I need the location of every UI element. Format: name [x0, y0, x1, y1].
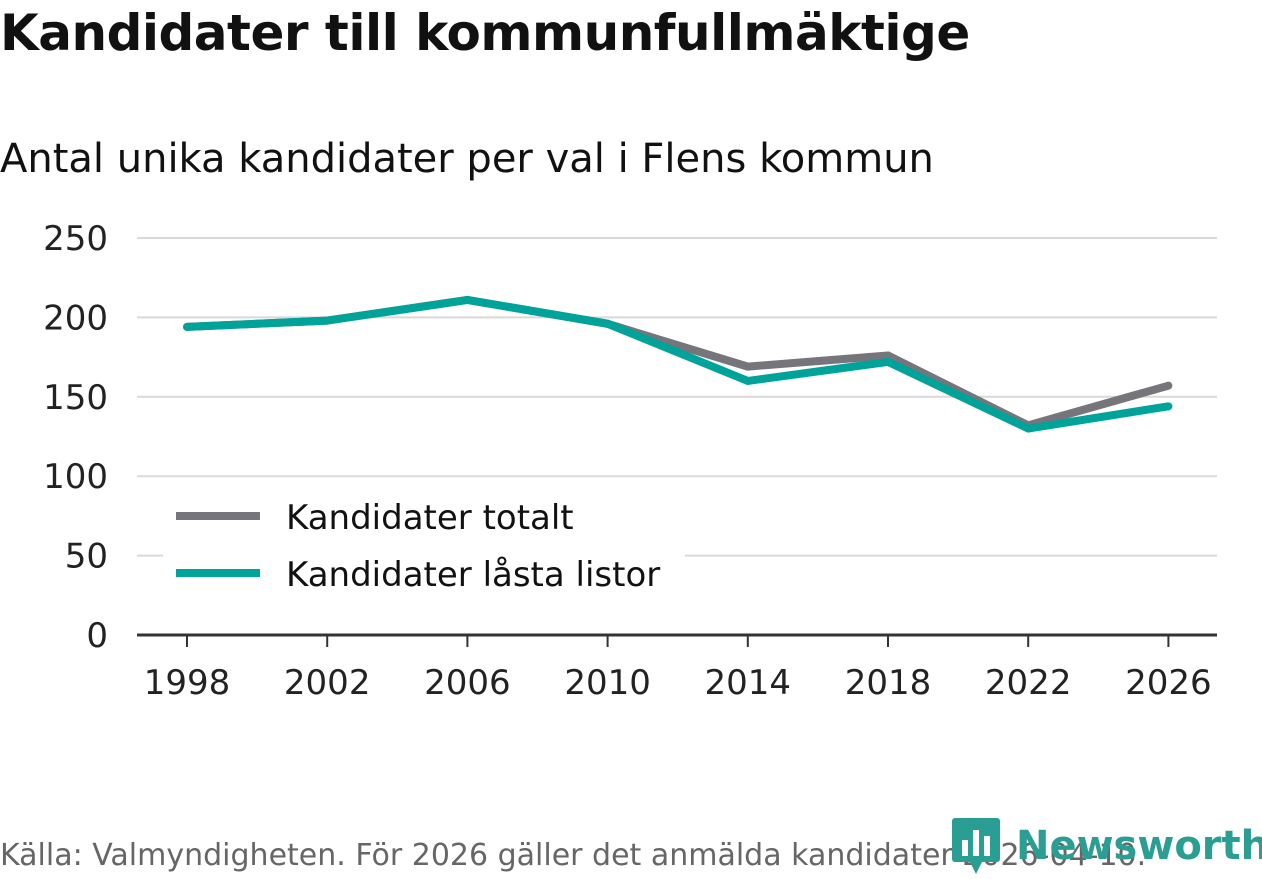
x-tick-label: 2018 [845, 663, 932, 703]
series [183, 295, 1173, 433]
chart-title: Kandidater till kommunfullmäktige [0, 4, 970, 62]
data-point [884, 357, 892, 366]
data-point [1164, 381, 1173, 390]
x-tick-label: 2010 [564, 663, 651, 703]
series-line-lasta [186, 295, 1170, 433]
x-axis-ticks: 1998 2002 2006 2010 2014 2018 2022 2026 [144, 635, 1212, 703]
brand-name: Newsworthy [1016, 823, 1262, 869]
y-tick-label: 0 [86, 616, 108, 656]
legend: Kandidater totalt Kandidater låsta listo… [163, 488, 685, 604]
data-point [183, 322, 191, 331]
data-point [743, 362, 752, 371]
bar-chart-logo-icon [952, 818, 1000, 874]
y-tick-label: 50 [65, 537, 108, 577]
x-tick-label: 2002 [284, 663, 371, 703]
y-tick-label: 100 [43, 457, 108, 497]
data-point [463, 295, 472, 304]
x-tick-label: 2006 [424, 663, 511, 703]
legend-label-totalt: Kandidater totalt [286, 498, 574, 538]
brand-logo: Newsworthy [952, 818, 1262, 874]
y-axis-ticks: 0 50 100 150 200 250 [43, 219, 108, 656]
y-tick-label: 150 [43, 378, 108, 418]
x-tick-label: 2014 [705, 663, 792, 703]
x-tick-label: 2022 [985, 663, 1072, 703]
x-tick-label: 2026 [1125, 663, 1212, 703]
chart-subtitle: Antal unika kandidater per val i Flens k… [0, 136, 934, 182]
data-point [1024, 424, 1033, 433]
data-point [1164, 402, 1173, 411]
x-tick-label: 1998 [144, 663, 231, 703]
legend-label-lasta: Kandidater låsta listor [286, 555, 660, 595]
data-point [884, 351, 892, 360]
legend-background [163, 488, 685, 604]
data-point [743, 376, 752, 385]
data-point [323, 316, 332, 325]
data-point [603, 319, 612, 328]
y-tick-label: 250 [43, 219, 108, 259]
y-tick-label: 200 [43, 298, 108, 338]
